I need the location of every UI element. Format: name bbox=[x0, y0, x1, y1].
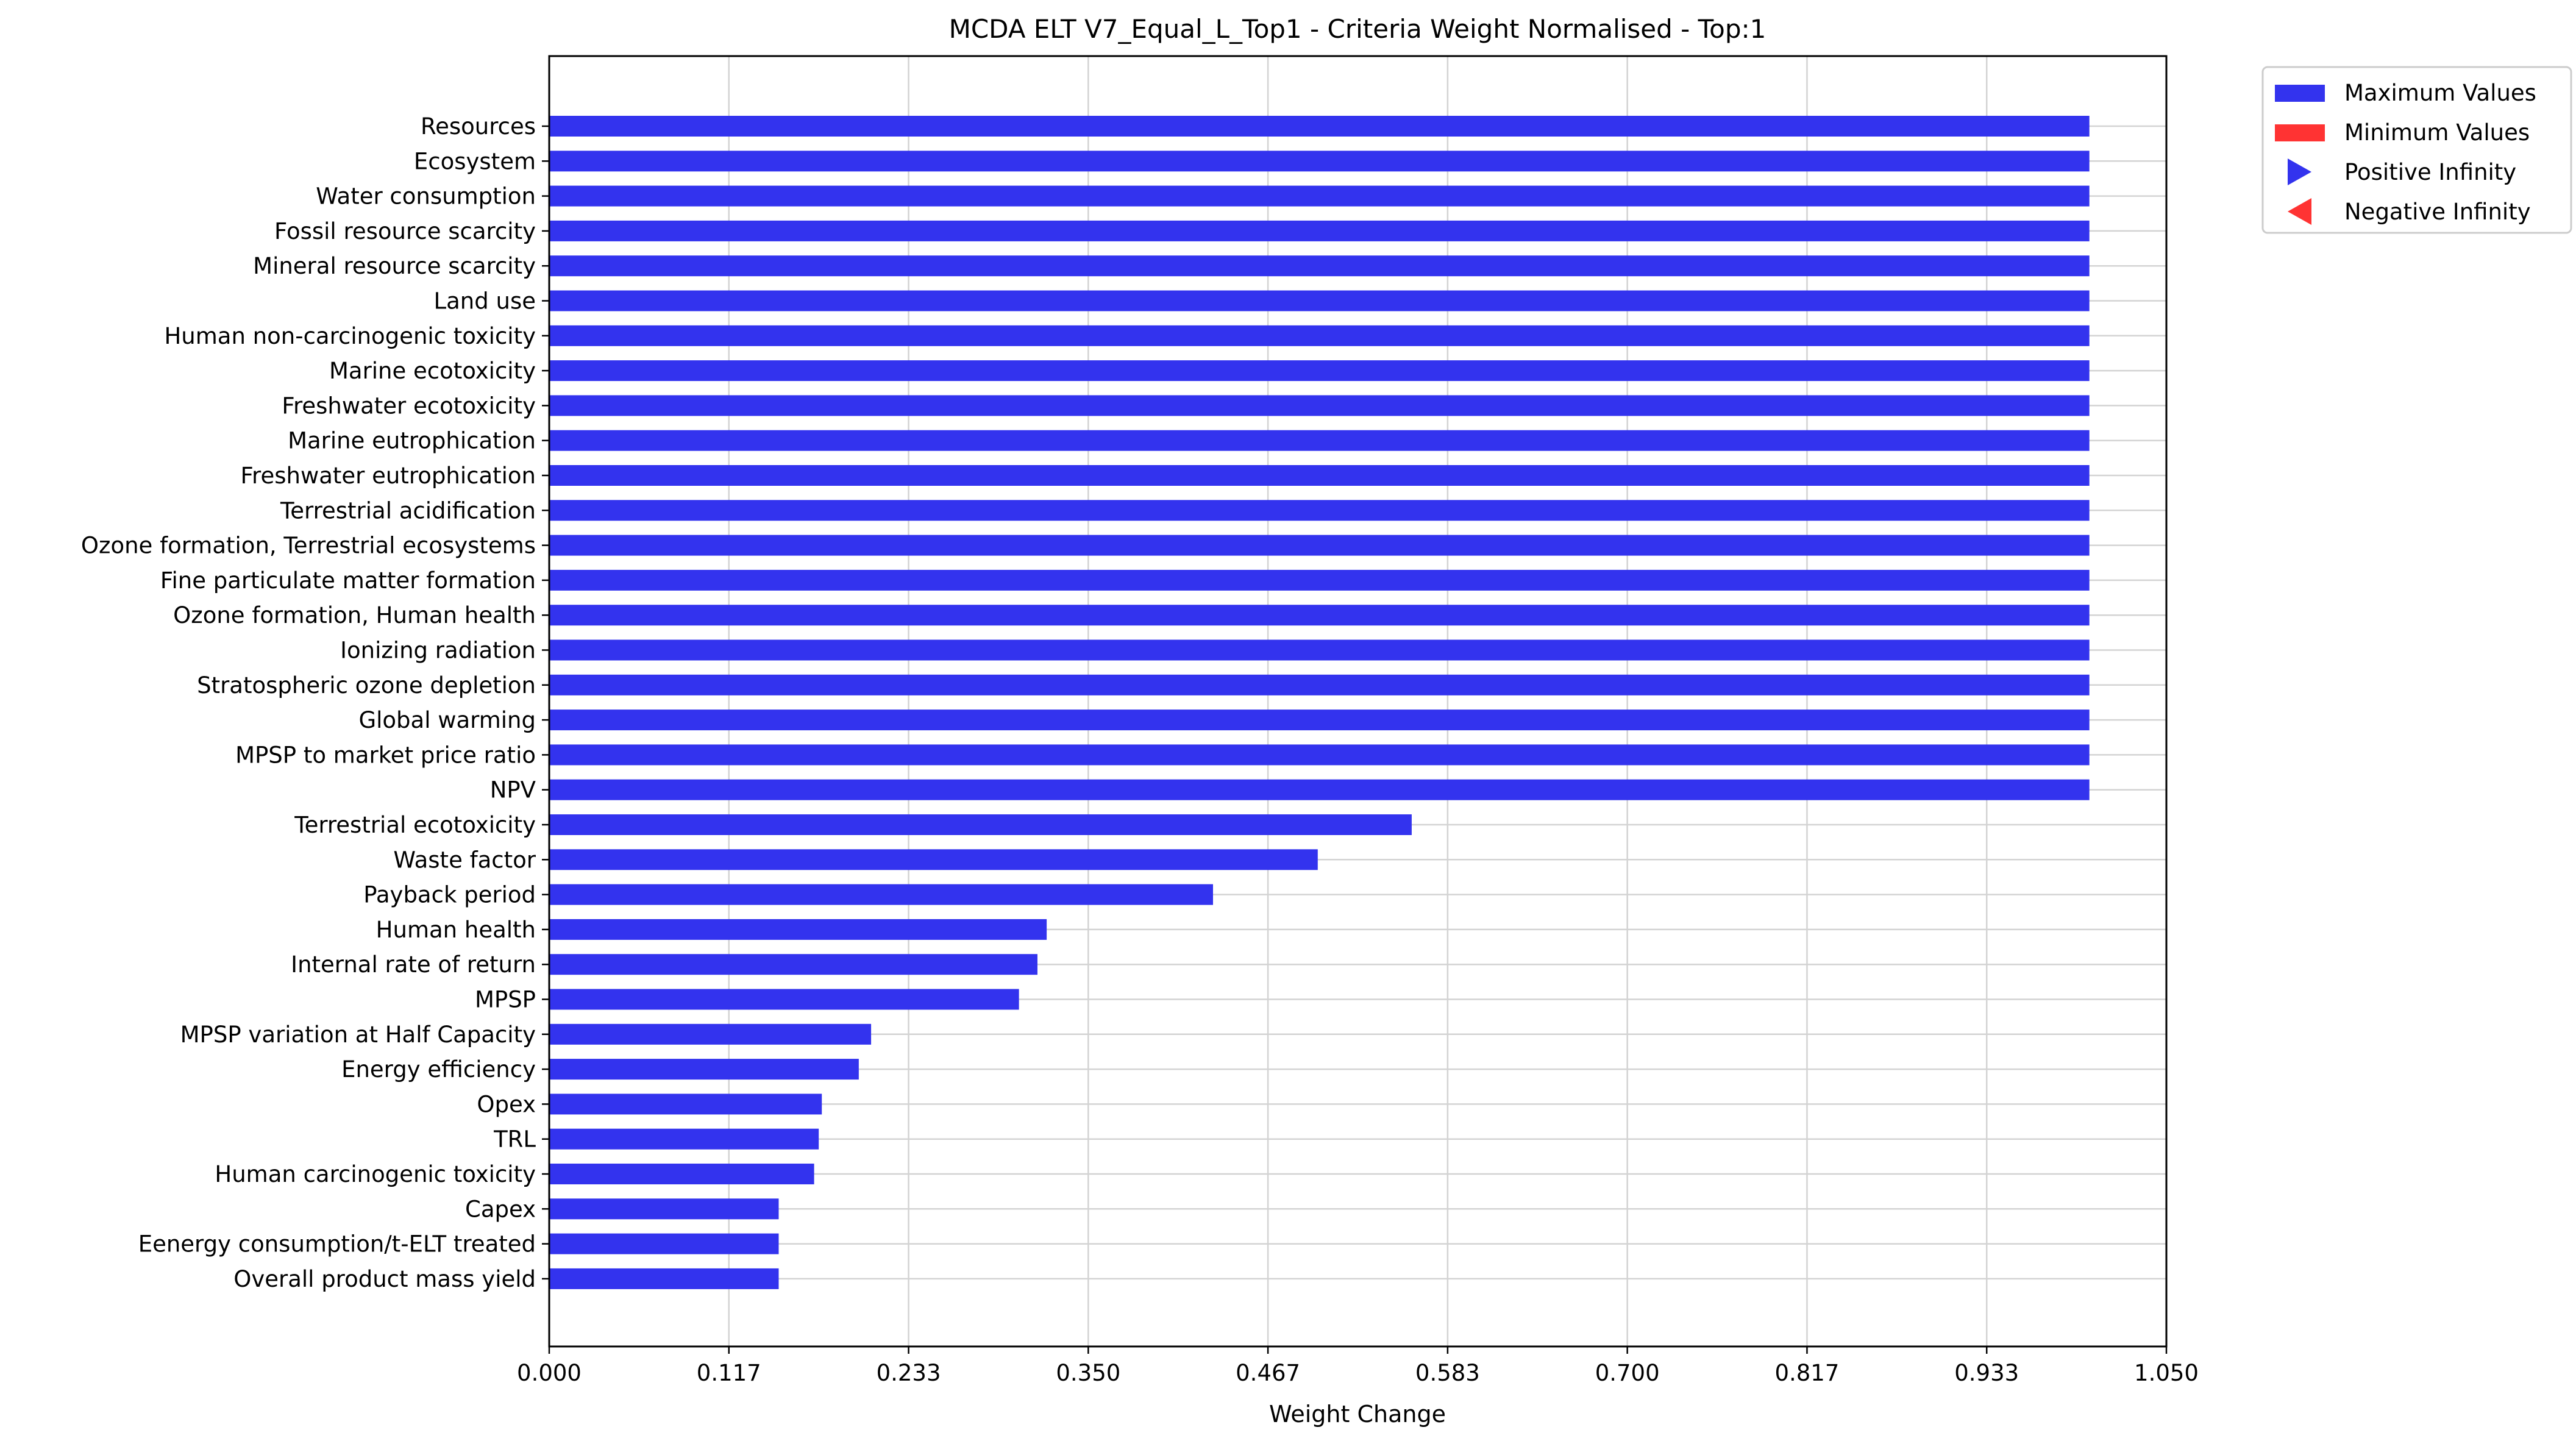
y-tick-label: Resources bbox=[421, 113, 536, 140]
legend-swatch bbox=[2275, 124, 2325, 141]
legend-label: Negative Infinity bbox=[2344, 199, 2531, 225]
bar-maximum-value bbox=[549, 1268, 779, 1289]
bar-maximum-value bbox=[549, 710, 2090, 731]
y-tick-label: Terrestrial ecotoxicity bbox=[294, 812, 536, 838]
bar-maximum-value bbox=[549, 744, 2090, 766]
bar-maximum-value bbox=[549, 779, 2090, 800]
y-tick-label: Overall product mass yield bbox=[233, 1266, 536, 1292]
bar-maximum-value bbox=[549, 919, 1047, 940]
bar-maximum-value bbox=[549, 1059, 859, 1080]
bar-maximum-value bbox=[549, 1164, 814, 1184]
bar-maximum-value bbox=[549, 185, 2090, 207]
bar-maximum-value bbox=[549, 1233, 779, 1254]
bar-maximum-value bbox=[549, 814, 1412, 835]
x-tick-label: 1.050 bbox=[2134, 1360, 2199, 1386]
y-tick-label: Fine particulate matter formation bbox=[160, 567, 536, 594]
y-tick-label: Water consumption bbox=[316, 183, 536, 210]
y-tick-label: Capex bbox=[465, 1196, 536, 1222]
x-tick-label: 0.350 bbox=[1056, 1360, 1120, 1386]
plot-area-frame bbox=[548, 55, 2168, 1348]
x-tick-label: 0.117 bbox=[697, 1360, 761, 1386]
x-axis-label: Weight Change bbox=[1269, 1401, 1446, 1428]
bar-maximum-value bbox=[549, 325, 2090, 346]
y-tick-label: Human non-carcinogenic toxicity bbox=[164, 323, 536, 349]
bar-maximum-value bbox=[549, 465, 2090, 486]
y-tick-label: Freshwater eutrophication bbox=[240, 463, 536, 489]
bar-maximum-value bbox=[549, 1198, 779, 1220]
y-tick-label: NPV bbox=[490, 777, 536, 803]
y-tick-label: TRL bbox=[493, 1126, 536, 1153]
legend-label: Minimum Values bbox=[2344, 119, 2530, 146]
bar-maximum-value bbox=[549, 989, 1019, 1010]
y-tick-label: Land use bbox=[434, 288, 536, 315]
y-tick-label: Opex bbox=[477, 1091, 536, 1117]
bar-maximum-value bbox=[549, 1023, 872, 1045]
legend: Maximum Values Minimum Values Positive Inf… bbox=[2261, 66, 2572, 234]
x-tick-label: 0.233 bbox=[877, 1360, 941, 1386]
bar-maximum-value bbox=[549, 535, 2090, 556]
y-tick-label: Ozone formation, Human health bbox=[173, 602, 536, 628]
y-tick-label: Marine ecotoxicity bbox=[329, 358, 536, 384]
x-tick-label: 0.700 bbox=[1595, 1360, 1660, 1386]
bar-maximum-value bbox=[549, 884, 1213, 905]
y-tick-label: Human health bbox=[376, 917, 536, 943]
bar-maximum-value bbox=[549, 220, 2090, 241]
bar-maximum-value bbox=[549, 151, 2090, 172]
x-tick-label: 0.817 bbox=[1774, 1360, 1839, 1386]
y-tick-label: Stratospheric ozone depletion bbox=[197, 672, 536, 699]
positive-infinity-marker bbox=[2288, 158, 2311, 185]
negative-infinity-marker bbox=[2288, 198, 2311, 225]
bar-maximum-value bbox=[549, 360, 2090, 382]
bar-maximum-value bbox=[549, 954, 1037, 975]
y-tick-label: Freshwater ecotoxicity bbox=[282, 393, 536, 419]
bar-maximum-value bbox=[549, 290, 2090, 311]
x-tick-label: 0.000 bbox=[517, 1360, 582, 1386]
bar-maximum-value bbox=[549, 430, 2090, 451]
chart-title: MCDA ELT V7_Equal_L_Top1 - Criteria Weig… bbox=[949, 14, 1767, 44]
bar-maximum-value bbox=[549, 116, 2090, 137]
y-tick-label: MPSP to market price ratio bbox=[235, 742, 536, 768]
y-tick-label: Global warming bbox=[358, 707, 536, 733]
y-tick-label: Marine eutrophication bbox=[288, 428, 536, 454]
legend-label: Positive Infinity bbox=[2344, 159, 2516, 185]
bar-maximum-value bbox=[549, 255, 2090, 277]
y-tick-label: Ionizing radiation bbox=[340, 638, 536, 664]
y-tick-label: Ozone formation, Terrestrial ecosystems bbox=[81, 533, 536, 559]
y-tick-label: Payback period bbox=[363, 882, 536, 908]
y-tick-label: MPSP variation at Half Capacity bbox=[180, 1022, 536, 1048]
y-tick-label: Human carcinogenic toxicity bbox=[215, 1161, 536, 1187]
bar-maximum-value bbox=[549, 674, 2090, 695]
legend-frame bbox=[2261, 66, 2572, 234]
x-tick-label: 0.933 bbox=[1954, 1360, 2019, 1386]
bars bbox=[549, 116, 2090, 1289]
x-axis-ticks: 0.000 0.117 0.233 0.350 0.467 0.583 0.700 0.817… bbox=[517, 1346, 2199, 1386]
bar-maximum-value bbox=[549, 500, 2090, 521]
y-tick-label: MPSP bbox=[475, 987, 536, 1013]
bar-maximum-value bbox=[549, 1128, 819, 1150]
x-tick-label: 0.583 bbox=[1415, 1360, 1480, 1386]
bar-maximum-value bbox=[549, 605, 2090, 626]
y-tick-label: Eenergy consumption/t-ELT treated bbox=[138, 1231, 536, 1257]
legend-label: Maximum Values bbox=[2344, 80, 2536, 106]
y-axis-ticks: Resources Ecosystem Water consumption Fossi… bbox=[81, 113, 549, 1292]
bar-maximum-value bbox=[549, 569, 2090, 591]
y-tick-label: Internal rate of return bbox=[291, 951, 536, 978]
y-tick-label: Energy efficiency bbox=[341, 1056, 536, 1083]
y-tick-label: Ecosystem bbox=[414, 148, 536, 174]
legend-swatch bbox=[2275, 85, 2325, 102]
bar-maximum-value bbox=[549, 1094, 822, 1115]
y-tick-label: Fossil resource scarcity bbox=[274, 218, 536, 244]
y-tick-label: Terrestrial acidification bbox=[280, 497, 536, 524]
y-tick-label: Waste factor bbox=[393, 847, 536, 873]
y-tick-label: Mineral resource scarcity bbox=[253, 253, 536, 279]
bar-maximum-value bbox=[549, 639, 2090, 661]
x-tick-label: 0.467 bbox=[1236, 1360, 1300, 1386]
bar-maximum-value bbox=[549, 849, 1318, 870]
bar-maximum-value bbox=[549, 395, 2090, 416]
